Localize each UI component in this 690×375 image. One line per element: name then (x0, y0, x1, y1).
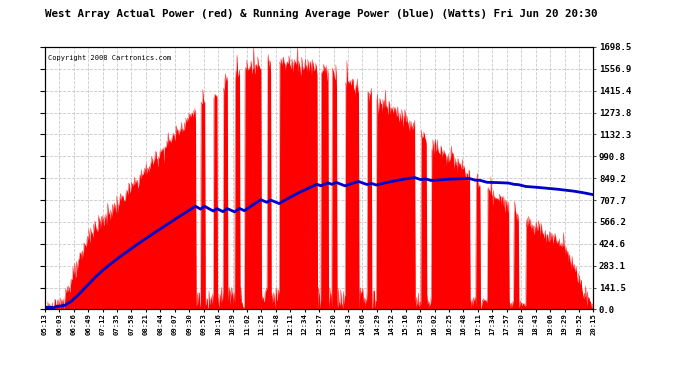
Text: West Array Actual Power (red) & Running Average Power (blue) (Watts) Fri Jun 20 : West Array Actual Power (red) & Running … (45, 9, 598, 20)
Text: Copyright 2008 Cartronics.com: Copyright 2008 Cartronics.com (48, 55, 171, 61)
